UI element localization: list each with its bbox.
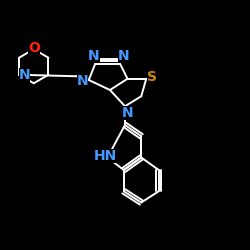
- Text: S: S: [147, 70, 157, 85]
- Text: N: N: [88, 49, 100, 63]
- Text: O: O: [28, 41, 40, 55]
- Text: N: N: [77, 74, 88, 88]
- Text: N: N: [19, 68, 30, 82]
- Text: N: N: [118, 49, 130, 63]
- Text: N: N: [122, 106, 133, 120]
- Text: HN: HN: [94, 149, 117, 163]
